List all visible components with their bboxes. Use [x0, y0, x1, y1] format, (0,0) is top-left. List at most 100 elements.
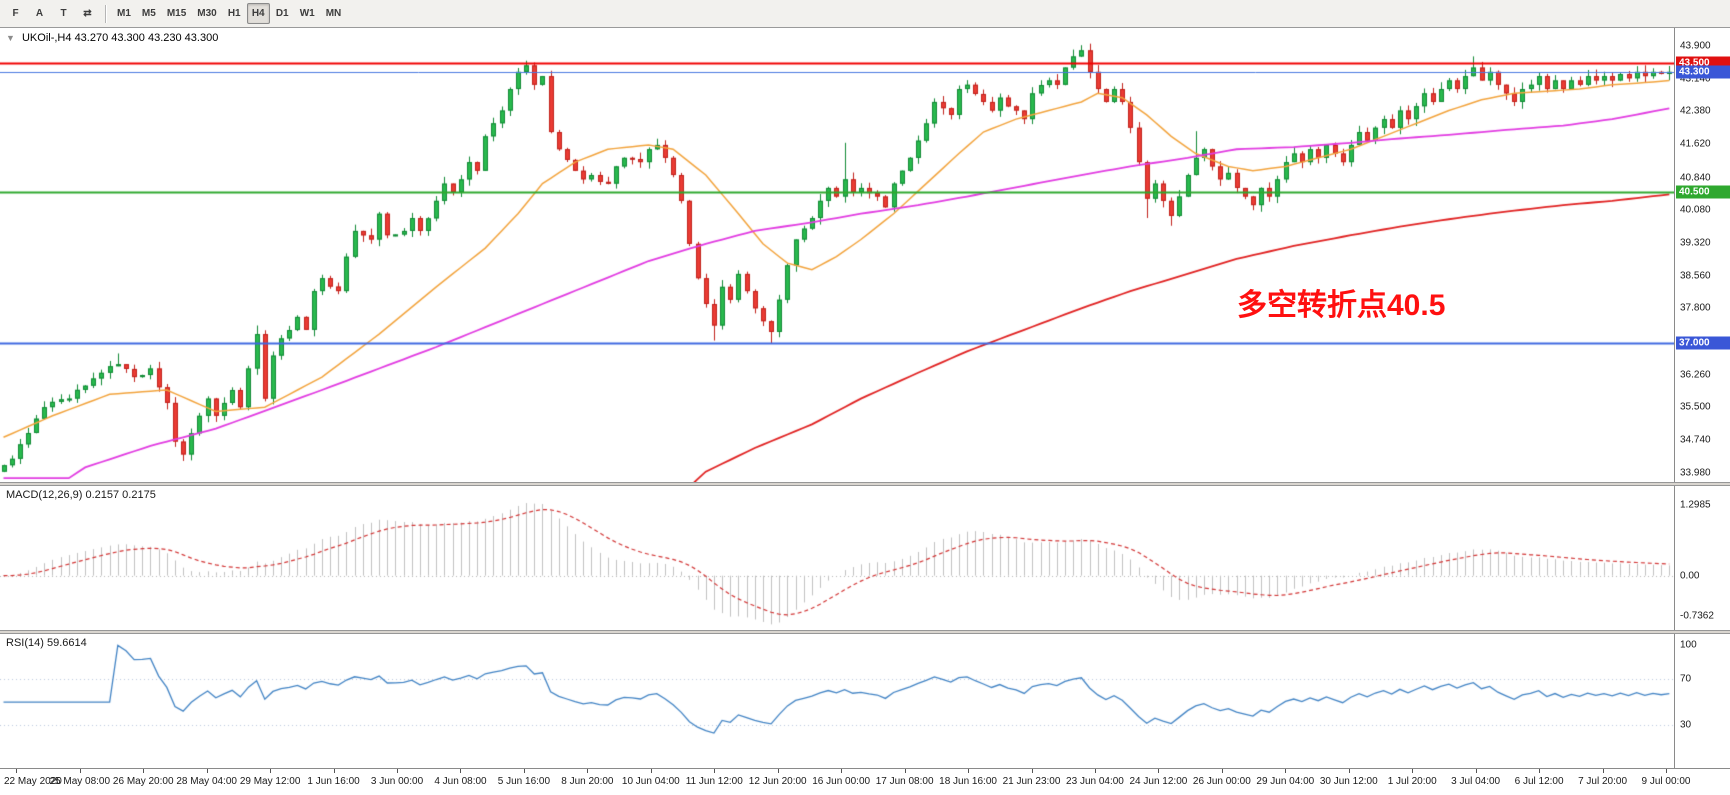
time-axis-tick — [1158, 769, 1159, 773]
time-axis-label: 26 Jun 00:00 — [1192, 776, 1251, 787]
price-axis-label: 43.140 — [1680, 73, 1711, 85]
time-axis-label: 6 Jul 12:00 — [1514, 776, 1564, 787]
time-axis-tick — [1222, 769, 1223, 773]
rsi-label: RSI(14) 59.6614 — [6, 637, 87, 649]
timeframe-m15-button[interactable]: M15 — [162, 3, 191, 24]
ohlc-values: 43.270 43.300 43.230 43.300 — [74, 32, 219, 44]
scroll-arrows-icon[interactable]: ⇄ — [76, 3, 99, 24]
time-axis-label: 22 May 2020 — [4, 776, 62, 787]
macd-value-axis[interactable]: 1.2985 0.00 -0.7362 — [1674, 486, 1730, 630]
panel-splitter-macd[interactable] — [0, 482, 1730, 486]
time-axis-label: 4 Jun 08:00 — [434, 776, 487, 787]
rsi-axis-label: 100 — [1680, 639, 1697, 651]
toolbar-separator — [105, 4, 106, 23]
time-axis-label: 29 May 12:00 — [239, 776, 301, 787]
time-axis-tick — [1476, 769, 1477, 773]
chart-window: ▼ UKOil-,H4 43.270 43.300 43.230 43.300 … — [0, 28, 1730, 795]
time-axis-tick — [460, 769, 461, 773]
macd-indicator-panel[interactable]: MACD(12,26,9) 0.2157 0.2175 1.2985 0.00 -0… — [0, 486, 1730, 630]
timeframe-w1-button[interactable]: W1 — [295, 3, 320, 24]
time-axis-label: 5 Jun 16:00 — [497, 776, 551, 787]
rsi-axis-label: 70 — [1680, 673, 1692, 685]
panel-splitter-rsi[interactable] — [0, 630, 1730, 634]
time-axis-label: 9 Jul 00:00 — [1641, 776, 1691, 787]
chart-toolbar: F A T ⇄ M1 M5 M15 M30 H1 H4 D1 W1 MN — [0, 0, 1730, 28]
price-axis[interactable]: 43.900 43.140 42.380 41.620 40.840 40.080 39.3… — [1674, 28, 1730, 482]
time-axis-tick — [207, 769, 208, 773]
price-axis-label: 34.740 — [1680, 434, 1711, 446]
chart-annotation-text[interactable]: 多空转折点40.5 — [1237, 289, 1446, 322]
time-axis-label: 3 Jul 04:00 — [1451, 776, 1501, 787]
text-annotation-icon[interactable]: A — [28, 3, 51, 24]
timeframe-m1-button[interactable]: M1 — [112, 3, 136, 24]
candlestick-chart-canvas[interactable] — [0, 28, 1674, 482]
time-axis[interactable]: 22 May 2020 25 May 08:00 26 May 20:00 28 Ma… — [0, 768, 1730, 795]
time-axis-label: 25 May 08:00 — [49, 776, 111, 787]
price-axis-label: 36.260 — [1680, 369, 1711, 381]
one-click-trading-expander[interactable]: ▼ — [6, 33, 15, 43]
price-axis-label: 35.500 — [1680, 401, 1711, 413]
time-axis-tick — [905, 769, 906, 773]
timeframe-h4-button[interactable]: H4 — [246, 3, 270, 24]
rsi-value: 59.6614 — [46, 637, 87, 649]
rsi-value-axis[interactable]: 100 70 30 — [1674, 634, 1730, 768]
price-badge-37.000: 37.000 — [1676, 336, 1730, 350]
macd-chart-canvas[interactable] — [0, 486, 1674, 630]
time-axis-label: 21 Jun 23:00 — [1002, 776, 1061, 787]
time-axis-label: 29 Jun 04:00 — [1256, 776, 1315, 787]
time-axis-tick — [1032, 769, 1033, 773]
time-axis-tick — [334, 769, 335, 773]
time-axis-label: 10 Jun 04:00 — [621, 776, 680, 787]
time-axis-label: 16 Jun 00:00 — [812, 776, 871, 787]
timeframe-m5-button[interactable]: M5 — [137, 3, 161, 24]
macd-axis-label: -0.7362 — [1680, 610, 1714, 622]
macd-name: MACD(12,26,9) — [6, 489, 83, 501]
price-axis-label: 33.980 — [1680, 467, 1711, 479]
timeframe-d1-button[interactable]: D1 — [271, 3, 294, 24]
price-axis-label: 41.620 — [1680, 138, 1711, 150]
time-axis-tick — [841, 769, 842, 773]
time-axis-tick — [16, 769, 17, 773]
macd-axis-label: 0.00 — [1680, 570, 1700, 582]
rsi-axis-label: 30 — [1680, 719, 1692, 731]
symbol-period-label: UKOil-,H4 — [21, 32, 72, 44]
price-axis-label: 40.080 — [1680, 204, 1711, 216]
price-badge-40.500: 40.500 — [1676, 185, 1730, 199]
time-axis-tick — [270, 769, 271, 773]
chart-ohlc-info: ▼ UKOil-,H4 43.270 43.300 43.230 43.300 — [6, 32, 218, 44]
time-axis-tick — [587, 769, 588, 773]
macd-label: MACD(12,26,9) 0.2157 0.2175 — [6, 489, 156, 501]
price-axis-label: 39.320 — [1680, 237, 1711, 249]
timeframe-m30-button[interactable]: M30 — [192, 3, 221, 24]
time-axis-tick — [1603, 769, 1604, 773]
time-axis-label: 1 Jul 20:00 — [1387, 776, 1437, 787]
time-axis-tick — [1539, 769, 1540, 773]
price-chart-panel[interactable]: ▼ UKOil-,H4 43.270 43.300 43.230 43.300 … — [0, 28, 1730, 482]
price-axis-label: 42.380 — [1680, 105, 1711, 117]
time-axis-tick — [714, 769, 715, 773]
time-axis-tick — [778, 769, 779, 773]
time-axis-tick — [1412, 769, 1413, 773]
time-axis-label: 7 Jul 20:00 — [1578, 776, 1628, 787]
rsi-indicator-panel[interactable]: RSI(14) 59.6614 100 70 30 — [0, 634, 1730, 768]
time-axis-tick — [968, 769, 969, 773]
time-axis-tick — [524, 769, 525, 773]
time-axis-label: 26 May 20:00 — [112, 776, 174, 787]
type-tool-icon[interactable]: T — [52, 3, 75, 24]
rsi-chart-canvas[interactable] — [0, 634, 1674, 768]
time-axis-label: 11 Jun 12:00 — [685, 776, 743, 787]
chart-f-icon[interactable]: F — [4, 3, 27, 24]
timeframe-h1-button[interactable]: H1 — [223, 3, 246, 24]
time-axis-tick — [80, 769, 81, 773]
time-axis-label: 12 Jun 20:00 — [748, 776, 807, 787]
time-axis-label: 24 Jun 12:00 — [1129, 776, 1188, 787]
time-axis-label: 17 Jun 08:00 — [875, 776, 934, 787]
price-axis-label: 40.840 — [1680, 172, 1711, 184]
price-axis-label: 37.800 — [1680, 302, 1711, 314]
time-axis-label: 23 Jun 04:00 — [1066, 776, 1124, 787]
rsi-name: RSI(14) — [6, 637, 44, 649]
time-axis-tick — [1349, 769, 1350, 773]
time-axis-tick — [397, 769, 398, 773]
macd-values: 0.2157 0.2175 — [85, 489, 156, 501]
timeframe-mn-button[interactable]: MN — [321, 3, 347, 24]
